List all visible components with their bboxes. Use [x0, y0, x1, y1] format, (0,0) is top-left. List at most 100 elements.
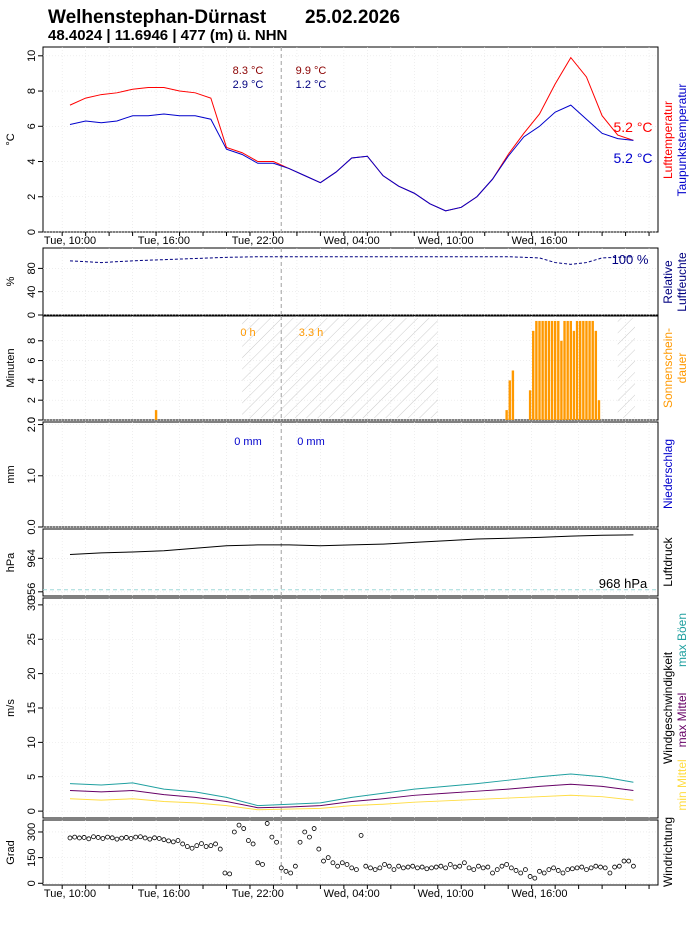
wind-dir-point	[222, 870, 228, 876]
y-tick-label: 2	[26, 194, 38, 200]
wind-dir-point	[438, 863, 444, 869]
y-tick-label: 150	[26, 848, 38, 866]
wind-dir-point	[189, 845, 195, 851]
sunshine-bar	[553, 320, 557, 420]
wind-dir-point	[147, 836, 153, 842]
annot-temp-current: 5.2 °C	[613, 119, 652, 135]
wind-dir-point	[607, 870, 613, 876]
panel-humidity: 0 40 80% 100 % Relative Luftfeuchte	[5, 247, 689, 318]
x-tick-label: Wed, 16:00	[511, 888, 567, 900]
panel-frame	[42, 46, 659, 233]
wind-dir-point	[260, 862, 265, 867]
wind-dir-point	[297, 839, 303, 845]
wind-dir-point	[194, 843, 200, 849]
y-tick-label: 10	[26, 50, 38, 62]
y-tick-label: 25	[26, 633, 38, 645]
wind-dir-point	[203, 844, 209, 849]
wind-dir-point	[377, 865, 383, 871]
sunshine-bar	[591, 320, 594, 420]
sunshine-bar	[547, 320, 551, 420]
side-label-humidity-2: Luftfeuchte	[675, 252, 689, 312]
y-tick-label: 10	[26, 736, 38, 748]
wind-dir-point	[274, 839, 279, 845]
sunshine-bar	[528, 390, 532, 420]
y-tick-label: 0	[26, 880, 38, 886]
wind-dir-point	[518, 870, 524, 876]
wind-dir-point	[386, 863, 392, 869]
wind-dir-point	[588, 865, 594, 871]
y-tick-label: 0.0	[26, 519, 38, 534]
sunshine-bar	[532, 330, 535, 420]
y-tick-label: 8	[26, 88, 38, 94]
wind-dir-point	[508, 865, 514, 871]
sunshine-bar	[566, 320, 569, 420]
sunshine-bar	[511, 370, 515, 420]
wind-dir-point	[105, 834, 110, 840]
wind-dir-point	[307, 834, 312, 840]
wind-dir-point	[419, 864, 425, 870]
panel-precipitation: 0.0 1.0 2.0 mm 0 mm 0 mm Niederschlag	[5, 417, 675, 535]
wind-dir-point	[199, 841, 204, 847]
x-tick-label: Wed, 04:00	[324, 235, 380, 247]
wind-dir-point	[184, 844, 190, 849]
y-tick-label: 2.0	[26, 417, 38, 432]
wind-dir-point	[363, 863, 369, 869]
wind-dir-point	[579, 864, 585, 870]
wind-dir-point	[217, 846, 223, 852]
series-wind-mean_max	[69, 783, 634, 809]
wind-dir-point	[452, 864, 458, 870]
wind-dir-point	[537, 868, 542, 874]
wind-dir-point	[574, 865, 580, 871]
wind-dir-point	[466, 865, 472, 871]
y-tick-label: 40	[26, 286, 38, 298]
wind-dir-point	[626, 858, 632, 864]
wind-dir-point	[443, 865, 449, 871]
wind-dir-point	[166, 838, 171, 844]
station-coordinates: 48.4024 | 11.6946 | 477 (m) ü. NHN	[48, 27, 288, 44]
annot-precip-left: 0 mm	[234, 436, 262, 448]
wind-dir-point	[358, 832, 364, 838]
y-axis-label: %	[5, 276, 17, 286]
side-label-humidity-1: Relative	[661, 260, 675, 304]
wind-dir-point	[546, 867, 552, 873]
y-tick-label: 4	[26, 158, 38, 164]
wind-dir-point	[246, 838, 251, 843]
sunshine-bar	[588, 320, 591, 420]
series-wind-gust	[69, 773, 634, 807]
sunshine-bar	[597, 400, 601, 420]
series-wind-mean_min	[69, 794, 634, 811]
panel-pressure: 956 964 hPa 968 hPa Luftdruck	[5, 528, 675, 601]
wind-dir-point	[415, 865, 420, 871]
wind-dir-point	[161, 837, 167, 843]
wind-dir-point	[504, 862, 510, 867]
wind-dir-point	[490, 870, 495, 876]
wind-dir-point	[321, 858, 326, 864]
side-label-wind: Windgeschwindigkeit	[661, 651, 675, 764]
sunshine-bar	[538, 320, 541, 420]
panel-frame	[42, 421, 659, 528]
wind-dir-point	[91, 834, 96, 840]
night-shade	[242, 318, 438, 418]
wind-dir-point	[598, 864, 603, 870]
annot-humidity-current: 100 %	[612, 252, 649, 267]
wind-dir-point	[616, 863, 622, 869]
panel-frame	[42, 819, 659, 886]
wind-dir-point	[316, 846, 322, 852]
sunshine-bar	[572, 330, 576, 420]
wind-dir-point	[621, 858, 627, 864]
side-label-gust: max Böen	[675, 613, 689, 667]
y-tick-label: 15	[26, 702, 38, 714]
wind-dir-point	[255, 860, 261, 866]
y-tick-label: 1.0	[26, 468, 38, 483]
wind-dir-point	[485, 864, 491, 870]
wind-dir-point	[593, 863, 599, 869]
y-tick-label: 0	[26, 229, 38, 235]
wind-dir-point	[602, 865, 608, 871]
wind-dir-point	[208, 843, 214, 849]
wind-dir-point	[612, 864, 618, 870]
wind-dir-point	[264, 821, 270, 826]
wind-dir-point	[325, 855, 331, 861]
wind-dir-point	[480, 865, 486, 871]
y-tick-label: 964	[26, 549, 38, 567]
